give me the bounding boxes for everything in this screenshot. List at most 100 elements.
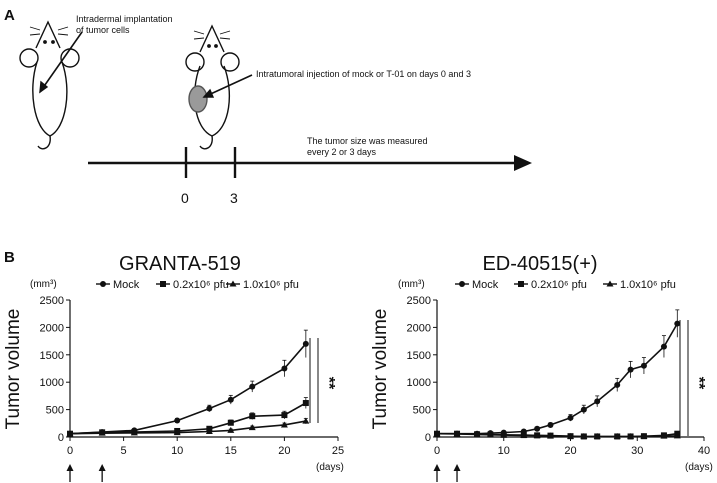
timeline: [88, 147, 532, 178]
legend-marker: [100, 281, 106, 287]
y-axis-label: Tumor volume: [370, 309, 391, 430]
y-tick-label: 2000: [407, 322, 431, 334]
series-line: [437, 323, 678, 435]
data-point: [281, 365, 288, 372]
data-point: [130, 429, 138, 436]
series-line: [69, 343, 307, 435]
mouse-illustration-right: [185, 24, 253, 150]
data-point: [580, 433, 588, 440]
x-tick-label: 20: [564, 445, 576, 457]
data-point: [520, 431, 528, 438]
panel-a-label: A: [4, 7, 15, 24]
y-tick-label: 1000: [40, 377, 64, 389]
legend-marker: [606, 280, 614, 287]
timeline-day-3: 3: [230, 190, 238, 206]
significance-label: **: [320, 377, 337, 390]
data-point: [547, 421, 554, 428]
y-tick-label: 1500: [407, 350, 431, 362]
chart-title: GRANTA-519: [119, 253, 241, 275]
x-tick-label: 5: [121, 445, 127, 457]
x-tick-label: 30: [631, 445, 643, 457]
x-tick-label: 10: [498, 445, 510, 457]
implant-note-line-1: Intradermal implantation: [76, 14, 173, 24]
data-point: [580, 406, 587, 413]
series-triangle: [66, 417, 310, 437]
y-unit-label: (mm³): [30, 279, 57, 290]
x-tick-label: 0: [67, 445, 73, 457]
y-tick-label: 500: [413, 405, 431, 417]
injection-arrowhead-icon: [453, 464, 461, 471]
data-point: [674, 320, 681, 327]
y-tick-label: 2000: [40, 322, 64, 334]
data-point: [627, 366, 634, 373]
injection-note: Intratumoral injection of mock or T-01 o…: [256, 69, 471, 79]
y-tick-label: 500: [46, 405, 64, 417]
data-point: [173, 429, 181, 436]
x-unit-label: (days): [316, 462, 344, 473]
data-point: [302, 400, 309, 407]
data-point: [673, 432, 681, 439]
legend-marker: [518, 281, 524, 287]
injection-arrowhead-icon: [66, 464, 74, 471]
series-circle: [434, 309, 681, 437]
legend-label: Mock: [113, 279, 140, 291]
y-tick-label: 2500: [40, 295, 64, 307]
measure-note-line-2: every 2 or 3 days: [307, 147, 377, 157]
data-point: [473, 431, 481, 438]
data-point: [546, 432, 554, 439]
data-point: [302, 417, 310, 424]
legend-marker: [229, 280, 237, 287]
x-tick-label: 40: [698, 445, 710, 457]
y-axis-label: Tumor volume: [3, 309, 24, 430]
series-circle: [67, 329, 309, 437]
data-point: [500, 431, 508, 438]
data-point: [614, 381, 621, 388]
data-point: [174, 417, 181, 424]
y-unit-label: (mm³): [398, 279, 425, 290]
data-point: [660, 432, 668, 439]
injection-arrowhead-icon: [433, 464, 441, 471]
implant-note-line-2: of tumor cells: [76, 25, 130, 35]
data-point: [627, 433, 635, 440]
legend-marker: [459, 281, 465, 287]
data-point: [281, 412, 288, 419]
x-tick-label: 20: [278, 445, 290, 457]
x-tick-label: 10: [171, 445, 183, 457]
data-point: [249, 413, 256, 420]
data-point: [453, 430, 461, 437]
injection-arrowhead-icon: [98, 464, 106, 471]
x-tick-label: 15: [225, 445, 237, 457]
data-point: [66, 430, 74, 437]
data-point: [640, 362, 647, 369]
data-point: [227, 426, 235, 433]
y-tick-label: 1000: [407, 377, 431, 389]
chart-title: ED-40515(+): [482, 253, 597, 275]
significance-label: **: [690, 377, 707, 390]
legend-marker: [160, 281, 166, 287]
data-point: [640, 432, 648, 439]
legend-label: 0.2x10⁶ pfu: [173, 279, 229, 291]
data-point: [567, 414, 574, 421]
data-point: [660, 343, 667, 350]
legend-label: 1.0x10⁶ pfu: [620, 279, 676, 291]
data-point: [613, 433, 621, 440]
data-point: [567, 432, 574, 439]
y-tick-label: 2500: [407, 295, 431, 307]
panel-b-label: B: [4, 249, 15, 266]
data-point: [206, 405, 213, 412]
mouse-illustration-left: [19, 20, 83, 150]
data-point: [249, 383, 256, 390]
data-point: [302, 340, 309, 347]
y-tick-label: 0: [425, 432, 431, 444]
data-point: [534, 425, 541, 432]
granta-519-chart: GRANTA-519 (mm³) Tumor volume (days) ** …: [3, 253, 344, 482]
series-line: [69, 402, 307, 435]
data-point: [227, 396, 234, 403]
measure-note-line-1: The tumor size was measured: [307, 136, 428, 146]
y-tick-label: 0: [58, 432, 64, 444]
data-point: [280, 421, 288, 428]
data-point: [205, 428, 213, 435]
timeline-day-0: 0: [181, 190, 189, 206]
data-point: [98, 429, 106, 436]
